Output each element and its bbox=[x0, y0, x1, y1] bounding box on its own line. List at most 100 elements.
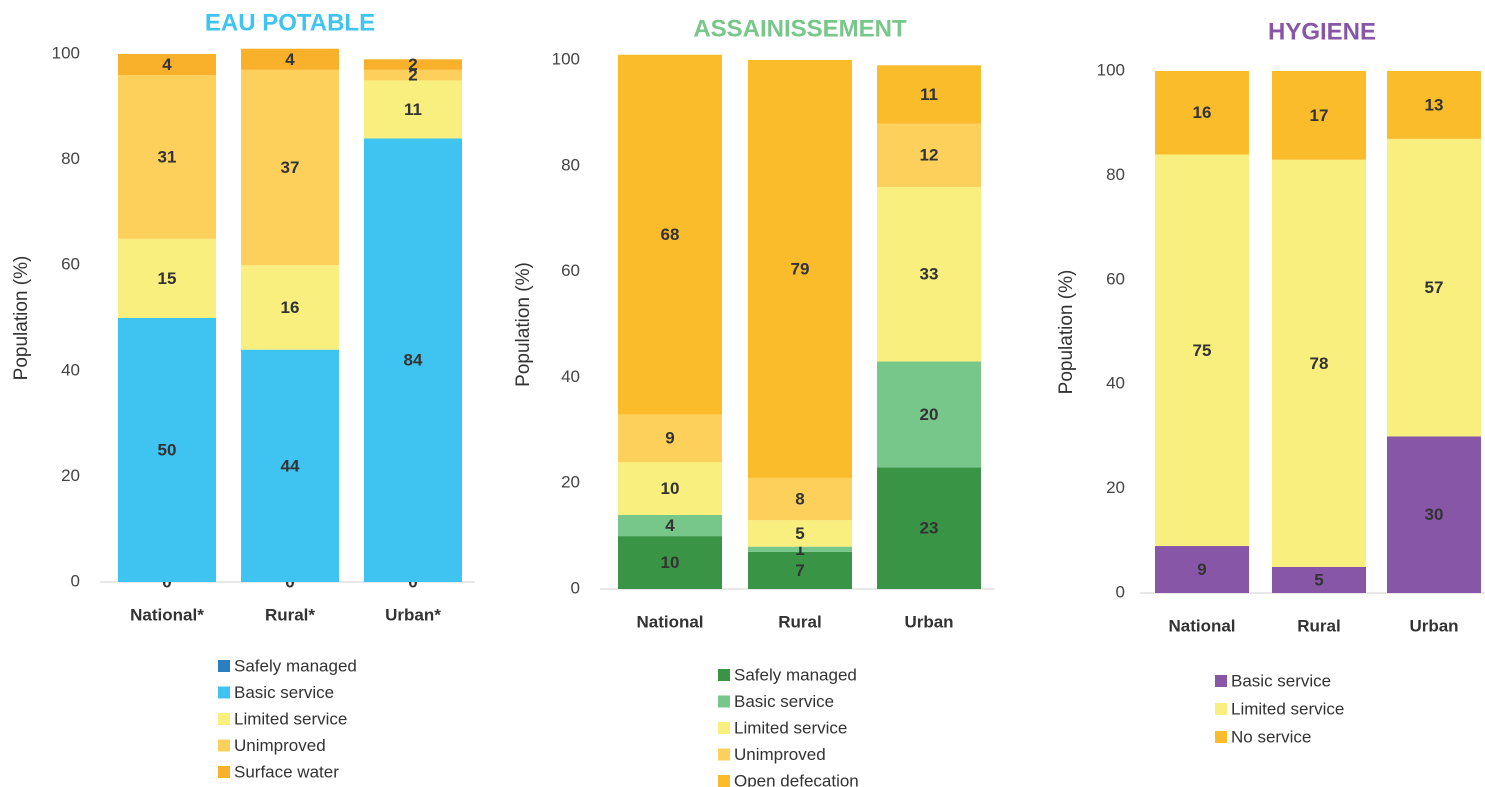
data-label: 68 bbox=[661, 225, 680, 244]
chart-title: HYGIENE bbox=[1268, 18, 1376, 45]
legend-label: Basic service bbox=[734, 692, 834, 711]
bar-segment bbox=[748, 477, 852, 521]
legend-label: Unimproved bbox=[234, 736, 326, 755]
x-tick-label: Rural bbox=[1297, 616, 1340, 635]
y-tick-label: 0 bbox=[571, 578, 580, 597]
bar-segment bbox=[241, 265, 339, 350]
legend-swatch bbox=[1215, 703, 1227, 715]
legend-label: No service bbox=[1231, 727, 1311, 746]
data-label: 84 bbox=[404, 351, 423, 370]
legend-label: Safely managed bbox=[234, 656, 357, 675]
legend-swatch bbox=[218, 686, 230, 699]
bar-segment bbox=[748, 60, 852, 478]
legend-swatch bbox=[718, 775, 730, 787]
x-tick-label: Urban bbox=[904, 612, 953, 631]
y-tick-label: 60 bbox=[61, 255, 80, 274]
legend-label: Safely managed bbox=[734, 665, 857, 684]
bar-segment bbox=[118, 54, 216, 76]
y-tick-label: 20 bbox=[561, 473, 580, 492]
bar-segment bbox=[877, 467, 981, 589]
data-label: 31 bbox=[158, 147, 177, 166]
legend-swatch bbox=[718, 722, 730, 734]
legend-swatch bbox=[1215, 731, 1227, 743]
data-label: 16 bbox=[1193, 103, 1212, 122]
y-tick-label: 40 bbox=[561, 367, 580, 386]
bar-segment bbox=[1387, 138, 1481, 437]
data-label: 5 bbox=[795, 524, 804, 543]
legend-label: Open defecation bbox=[734, 771, 859, 787]
bar-segment bbox=[118, 75, 216, 239]
x-tick-label: Rural bbox=[778, 612, 821, 631]
y-tick-label: 60 bbox=[1106, 269, 1125, 288]
legend-label: Basic service bbox=[1231, 671, 1331, 690]
data-label: 44 bbox=[281, 456, 300, 475]
data-label: 11 bbox=[920, 85, 938, 104]
data-label: 2 bbox=[408, 66, 417, 85]
y-tick-label: 100 bbox=[1097, 60, 1125, 79]
legend-label: Limited service bbox=[1231, 699, 1344, 718]
bar-segment bbox=[1387, 71, 1481, 139]
bar-segment bbox=[364, 59, 462, 70]
bar-segment bbox=[618, 414, 722, 463]
x-tick-label: National bbox=[1168, 616, 1235, 635]
data-label: 15 bbox=[158, 269, 177, 288]
legend-label: Unimproved bbox=[734, 745, 826, 764]
legend-swatch bbox=[218, 766, 230, 778]
data-label: 11 bbox=[404, 100, 422, 119]
data-label: 10 bbox=[661, 553, 680, 572]
bar-segment bbox=[1387, 436, 1481, 593]
data-label: 17 bbox=[1310, 106, 1329, 125]
bar-segment bbox=[364, 69, 462, 81]
data-label: 8 bbox=[795, 490, 804, 509]
y-tick-label: 20 bbox=[61, 466, 80, 485]
x-tick-label: National bbox=[636, 612, 703, 631]
legend-swatch bbox=[218, 739, 230, 752]
legend-label: Limited service bbox=[734, 718, 847, 737]
bar-segment bbox=[364, 138, 462, 583]
bar-segment bbox=[241, 48, 339, 70]
bar-segment bbox=[748, 551, 852, 589]
bar-segment bbox=[1155, 154, 1249, 547]
y-tick-label: 0 bbox=[71, 571, 80, 590]
x-tick-label: Urban bbox=[1409, 616, 1458, 635]
data-label: 79 bbox=[791, 259, 810, 278]
bar-segment bbox=[118, 238, 216, 318]
data-label: 16 bbox=[281, 298, 300, 317]
bar-segment bbox=[1272, 566, 1366, 593]
x-tick-label: Rural* bbox=[265, 605, 315, 624]
data-label: 4 bbox=[665, 516, 675, 535]
y-tick-label: 100 bbox=[52, 43, 80, 62]
y-axis-title: Population (%) bbox=[11, 256, 32, 381]
legend-label: Basic service bbox=[234, 683, 334, 702]
data-label: 1 bbox=[795, 540, 804, 559]
x-tick-label: National* bbox=[130, 605, 204, 624]
legend-swatch bbox=[218, 713, 230, 725]
legend-label: Limited service bbox=[234, 709, 347, 728]
data-label: 75 bbox=[1193, 341, 1212, 360]
bar-segment bbox=[618, 514, 722, 537]
bar-segment bbox=[748, 520, 852, 547]
data-label: 12 bbox=[920, 146, 939, 165]
y-tick-label: 80 bbox=[61, 149, 80, 168]
bar-segment bbox=[877, 186, 981, 362]
data-label: 5 bbox=[1314, 570, 1323, 589]
y-tick-label: 20 bbox=[1106, 478, 1125, 497]
y-axis-title: Population (%) bbox=[513, 262, 534, 387]
data-label: 2 bbox=[408, 55, 417, 74]
bar-segment bbox=[618, 462, 722, 515]
bar-segment bbox=[364, 80, 462, 139]
chart-title: EAU POTABLE bbox=[205, 9, 375, 36]
data-label: 33 bbox=[920, 265, 939, 284]
data-label: 37 bbox=[281, 158, 300, 177]
bar-segment bbox=[877, 123, 981, 187]
bar-segment bbox=[877, 65, 981, 124]
bar-segment bbox=[618, 536, 722, 589]
y-tick-label: 40 bbox=[61, 360, 80, 379]
bar-segment bbox=[877, 361, 981, 468]
y-tick-label: 80 bbox=[1106, 165, 1125, 184]
y-tick-label: 60 bbox=[561, 261, 580, 280]
bar-segment bbox=[118, 318, 216, 582]
data-label: 78 bbox=[1310, 354, 1329, 373]
data-label: 9 bbox=[665, 429, 674, 448]
